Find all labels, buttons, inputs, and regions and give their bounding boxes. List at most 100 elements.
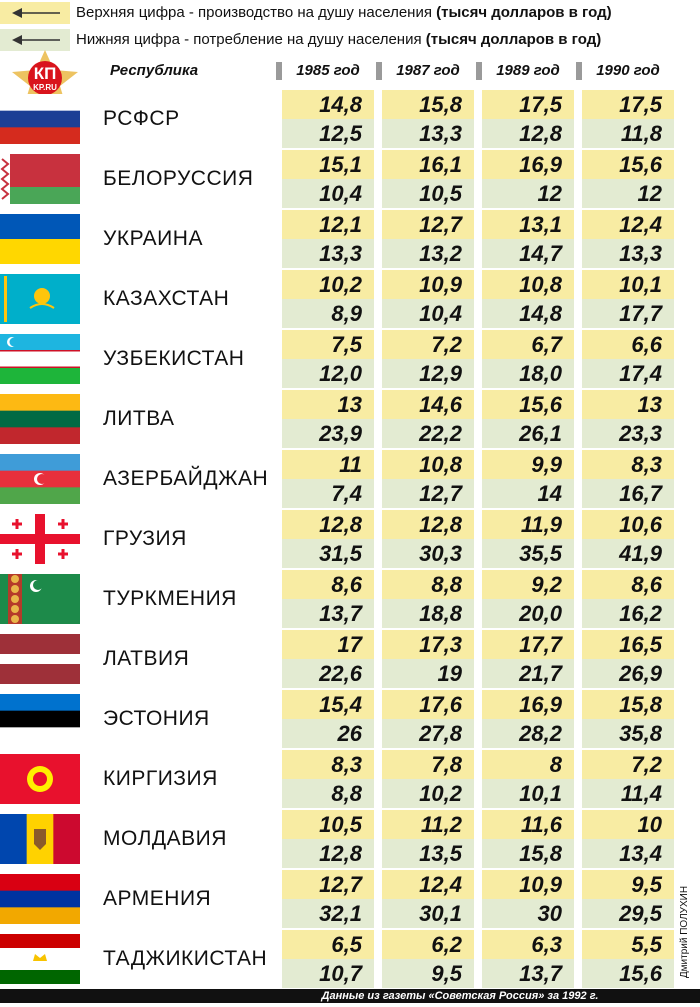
republic-name: ТАДЖИКИСТАН [103,947,268,970]
flag-stripe [0,427,80,444]
consumption-value: 12 [482,179,574,208]
flag-eagle [29,303,55,309]
production-value: 17,5 [482,90,574,119]
consumption-value: 30,1 [382,899,474,928]
production-value: 13 [582,390,674,419]
consumption-value: 14 [482,479,574,508]
production-value: 10,9 [482,870,574,899]
production-value: 13,1 [482,210,574,239]
production-value: 6,7 [482,330,574,359]
republic-name: МОЛДАВИЯ [103,827,227,850]
header-separator [576,62,582,80]
consumption-value: 30 [482,899,574,928]
consumption-value: 12,5 [282,119,374,148]
consumption-value: 12,0 [282,359,374,388]
production-value: 10,8 [482,270,574,299]
production-value: 15,8 [582,690,674,719]
consumption-value: 27,8 [382,719,474,748]
flag-stripe [0,239,80,264]
consumption-value: 23,3 [582,419,674,448]
consumption-value: 13,4 [582,839,674,868]
production-value: 11,2 [382,810,474,839]
production-value: 15,6 [482,390,574,419]
production-value: 14,8 [282,90,374,119]
production-value: 6,5 [282,930,374,959]
flag [0,694,80,744]
logo-subtext: KP.RU [33,83,57,92]
production-value: 6,2 [382,930,474,959]
flag-stripe [0,454,80,472]
flag-stripe [0,694,80,712]
republic-name: РСФСР [103,107,180,130]
legend-arrow [12,8,60,18]
production-value: 10,8 [382,450,474,479]
flag-ornament [0,154,10,204]
credit: Дмитрий ПОЛУХИН [679,885,690,979]
consumption-value: 10,4 [382,299,474,328]
consumption-value: 7,4 [282,479,374,508]
production-value: 15,1 [282,150,374,179]
republic-name: ЭСТОНИЯ [103,707,210,730]
flag-stripe [0,410,80,428]
consumption-value: 19 [382,659,474,688]
production-value: 12,7 [382,210,474,239]
flag [0,94,80,144]
flag-stripe [0,907,80,924]
consumption-value: 14,7 [482,239,574,268]
legend-unit: (тысяч долларов в год) [425,31,602,48]
consumption-value: 13,7 [282,599,374,628]
flag-stripe [0,654,80,664]
consumption-value: 35,8 [582,719,674,748]
flag [0,274,80,324]
flag [0,934,80,984]
flag-sun [34,288,50,304]
consumption-value: 10,5 [382,179,474,208]
production-value: 10,6 [582,510,674,539]
flag [0,214,80,264]
republic-name: АЗЕРБАЙДЖАН [103,467,269,490]
flag [0,394,80,444]
production-value: 16,5 [582,630,674,659]
production-value: 12,8 [382,510,474,539]
production-value: 7,2 [382,330,474,359]
republic-name: ЛАТВИЯ [103,647,190,670]
flag-small-cross [58,552,68,556]
production-value: 10,1 [582,270,674,299]
consumption-value: 21,7 [482,659,574,688]
production-value: 8,3 [282,750,374,779]
production-value: 6,6 [582,330,674,359]
consumption-value: 13,3 [282,239,374,268]
flag-sun-inner [33,772,47,786]
consumption-value: 20,0 [482,599,574,628]
production-value: 17,3 [382,630,474,659]
republic-name: УКРАИНА [103,227,203,250]
consumption-value: 8,9 [282,299,374,328]
production-value: 15,4 [282,690,374,719]
source-note: Данные из газеты «Советская Россия» за 1… [321,990,599,1002]
flag-stripe [0,487,80,504]
footer-bar: Данные из газеты «Советская Россия» за 1… [0,989,700,1003]
flag-stripe [0,874,80,892]
flag [0,814,80,864]
flag-stripe [0,127,80,144]
republic-name: БЕЛОРУССИЯ [103,167,254,190]
consumption-value: 14,8 [482,299,574,328]
consumption-value: 22,2 [382,419,474,448]
flag-small-cross [12,552,22,556]
header-separator [276,62,282,80]
consumption-value: 17,7 [582,299,674,328]
flag-stripe [0,350,80,368]
consumption-value: 16,2 [582,599,674,628]
consumption-value: 32,1 [282,899,374,928]
production-value: 6,3 [482,930,574,959]
flag-stripe [0,934,80,948]
header-year: 1987 год [396,62,460,79]
header-year: 1989 год [496,62,560,79]
production-value: 16,9 [482,690,574,719]
header-separator [376,62,382,80]
consumption-value: 12,9 [382,359,474,388]
consumption-value: 12,7 [382,479,474,508]
